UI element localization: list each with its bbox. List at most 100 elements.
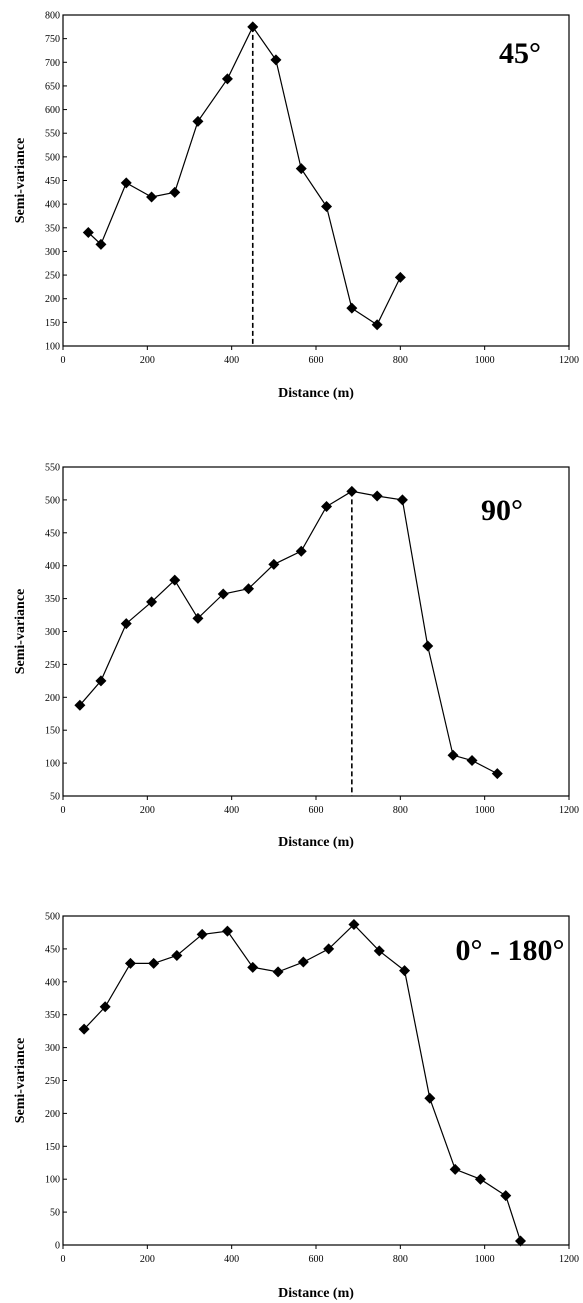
y-tick-label: 450 xyxy=(45,528,60,539)
y-tick-label: 250 xyxy=(45,1076,60,1087)
data-point xyxy=(78,1023,90,1035)
y-tick-label: 0 xyxy=(55,1241,60,1252)
y-tick-label: 300 xyxy=(45,627,60,638)
y-tick-label: 200 xyxy=(45,1109,60,1120)
y-tick-label: 550 xyxy=(45,463,60,474)
direction-label: 90° xyxy=(481,494,523,527)
data-point xyxy=(74,699,86,711)
data-point xyxy=(95,675,107,687)
data-point xyxy=(82,227,94,239)
plot-frame xyxy=(62,14,570,347)
y-tick-label: 450 xyxy=(45,176,60,187)
x-tick-label: 800 xyxy=(393,805,408,816)
data-point xyxy=(346,485,358,497)
data-point xyxy=(371,490,383,502)
y-tick-label: 200 xyxy=(45,294,60,305)
x-tick-label: 200 xyxy=(140,355,155,366)
y-tick-label: 350 xyxy=(45,594,60,605)
x-tick-label: 200 xyxy=(140,805,155,816)
y-tick-label: 150 xyxy=(45,318,60,329)
series-line xyxy=(83,923,522,1242)
data-point xyxy=(449,1163,461,1175)
y-tick-label: 700 xyxy=(45,58,60,69)
data-point xyxy=(295,545,307,557)
data-point xyxy=(148,957,160,969)
x-tick-label: 1200 xyxy=(559,805,579,816)
x-tick-label: 200 xyxy=(140,1254,155,1265)
data-point xyxy=(146,596,158,608)
x-tick-label: 800 xyxy=(393,1254,408,1265)
data-point xyxy=(466,754,478,766)
y-axis-title: Semi-variance xyxy=(13,138,28,224)
data-point xyxy=(396,494,408,506)
data-point xyxy=(371,319,383,331)
semivariogram-panel-1: 100 150 200 250 300 350 400 450 500 550 600 650 700 7… xyxy=(13,11,579,402)
y-tick-label: 500 xyxy=(45,912,60,923)
y-tick-label: 350 xyxy=(45,1010,60,1021)
y-axis-title: Semi-variance xyxy=(13,589,28,675)
data-point xyxy=(323,943,335,955)
x-axis-title: Distance (m) xyxy=(278,835,354,850)
x-tick-label: 0 xyxy=(61,355,66,366)
series-line xyxy=(79,490,498,775)
data-point xyxy=(346,302,358,314)
x-axis-title: Distance (m) xyxy=(278,1286,354,1301)
y-tick-label: 750 xyxy=(45,34,60,45)
y-tick-label: 500 xyxy=(45,495,60,506)
data-point xyxy=(348,919,360,931)
data-point xyxy=(247,961,259,973)
y-tick-label: 600 xyxy=(45,105,60,116)
data-point xyxy=(169,186,181,198)
x-tick-label: 600 xyxy=(309,1254,324,1265)
data-point xyxy=(295,163,307,175)
x-tick-label: 1000 xyxy=(475,805,495,816)
y-tick-label: 800 xyxy=(45,11,60,22)
y-tick-label: 300 xyxy=(45,1043,60,1054)
y-tick-label: 100 xyxy=(45,1175,60,1186)
y-tick-label: 400 xyxy=(45,561,60,572)
y-tick-label: 400 xyxy=(45,200,60,211)
data-point xyxy=(124,957,136,969)
data-point xyxy=(221,925,233,937)
y-tick-label: 150 xyxy=(45,726,60,737)
semivariogram-panel-2: 50 100 150 200 250 300 350 400 450 500 550 0 200 400 6… xyxy=(13,463,579,851)
data-point xyxy=(500,1190,512,1202)
y-tick-label: 400 xyxy=(45,977,60,988)
data-point xyxy=(272,966,284,978)
data-point xyxy=(192,612,204,624)
data-point xyxy=(196,928,208,940)
x-tick-label: 1200 xyxy=(559,355,579,366)
data-point xyxy=(474,1173,486,1185)
y-tick-label: 50 xyxy=(50,1208,60,1219)
y-tick-label: 100 xyxy=(45,342,60,353)
direction-label: 0° - 180° xyxy=(456,934,565,967)
x-tick-label: 0 xyxy=(61,805,66,816)
series-line xyxy=(87,25,401,326)
x-tick-label: 1000 xyxy=(475,1254,495,1265)
data-point xyxy=(422,640,434,652)
data-point xyxy=(297,956,309,968)
y-tick-label: 450 xyxy=(45,944,60,955)
x-tick-label: 400 xyxy=(224,1254,239,1265)
x-tick-label: 1000 xyxy=(475,355,495,366)
data-point xyxy=(270,54,282,66)
data-point xyxy=(243,583,255,595)
y-tick-label: 500 xyxy=(45,152,60,163)
y-tick-label: 200 xyxy=(45,693,60,704)
data-point xyxy=(169,574,181,586)
x-tick-label: 400 xyxy=(224,355,239,366)
y-tick-label: 100 xyxy=(45,759,60,770)
x-tick-label: 600 xyxy=(309,805,324,816)
data-point xyxy=(120,618,132,630)
y-tick-label: 650 xyxy=(45,81,60,92)
data-point xyxy=(515,1235,527,1247)
data-point xyxy=(99,1001,111,1013)
y-axis-title: Semi-variance xyxy=(13,1038,28,1124)
data-point xyxy=(394,271,406,283)
x-tick-label: 800 xyxy=(393,355,408,366)
y-tick-label: 550 xyxy=(45,129,60,140)
data-point xyxy=(321,500,333,512)
data-point xyxy=(247,21,259,33)
data-point xyxy=(373,945,385,957)
